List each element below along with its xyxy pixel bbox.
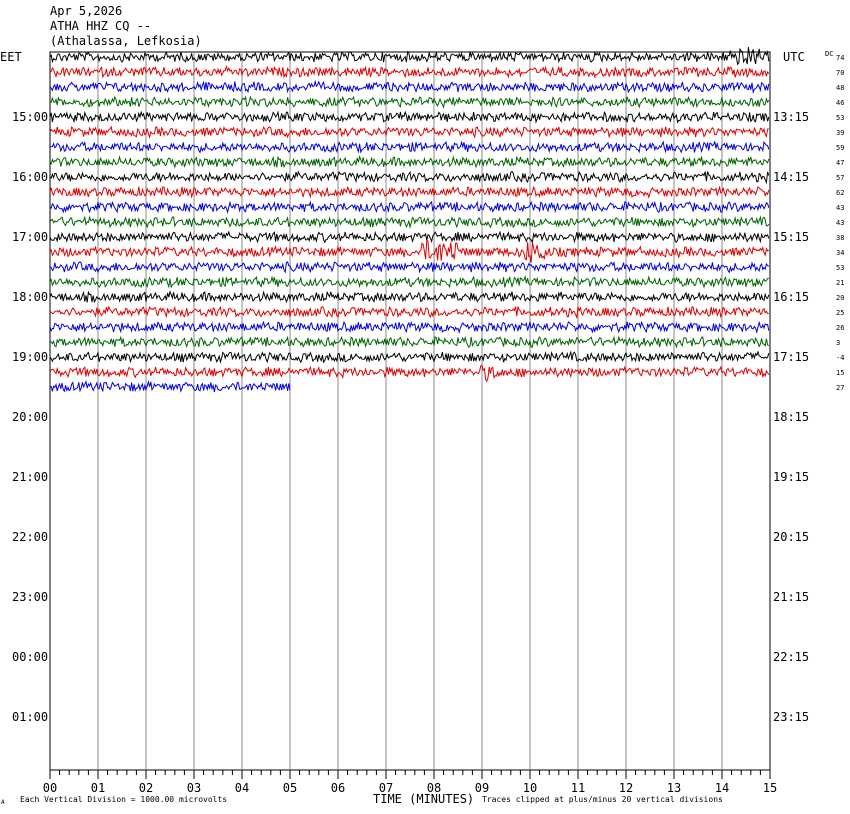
- x-tick-label: 12: [619, 781, 633, 795]
- x-tick-label: 04: [235, 781, 249, 795]
- x-tick-label: 15: [763, 781, 777, 795]
- dc-offset-label: 53: [836, 264, 844, 272]
- seismic-trace: [49, 125, 769, 139]
- x-tick-label: 02: [139, 781, 153, 795]
- right-time-label: 16:15: [773, 290, 809, 304]
- left-time-label: 00:00: [12, 650, 48, 664]
- dc-offset-label: 74: [836, 54, 844, 62]
- dc-offset-label: 53: [836, 114, 844, 122]
- seismic-trace: [49, 47, 770, 66]
- left-time-label: 16:00: [12, 170, 48, 184]
- left-time-label: 23:00: [12, 590, 48, 604]
- plot-grid: [49, 51, 771, 779]
- right-time-label: 14:15: [773, 170, 809, 184]
- x-tick-label: 06: [331, 781, 345, 795]
- dc-offset-label: 34: [836, 249, 844, 257]
- seismic-trace: [49, 335, 770, 349]
- left-time-label: 18:00: [12, 290, 48, 304]
- header-location: (Athalassa, Lefkosia): [50, 34, 202, 48]
- dc-offset-label: 27: [836, 384, 844, 392]
- seismic-trace: [49, 64, 770, 79]
- seismic-trace: [49, 379, 291, 393]
- seismic-trace: [49, 200, 770, 215]
- dc-offset-label: 43: [836, 219, 844, 227]
- right-time-label: 13:15: [773, 110, 809, 124]
- dc-offset-label: 46: [836, 99, 844, 107]
- x-tick-label: 08: [427, 781, 441, 795]
- left-time-label: 17:00: [12, 230, 48, 244]
- seismic-trace: [49, 320, 770, 335]
- right-time-label: 20:15: [773, 530, 809, 544]
- seismic-trace: [49, 239, 770, 263]
- dc-offset-label: 25: [836, 309, 844, 317]
- seismic-trace: [49, 79, 770, 95]
- x-tick-label: 00: [43, 781, 57, 795]
- left-time-label: 01:00: [12, 710, 48, 724]
- dc-offset-label: 15: [836, 369, 844, 377]
- clip-note: Traces clipped at plus/minus 20 vertical…: [482, 795, 723, 804]
- seismic-trace: [49, 110, 770, 124]
- x-tick-label: 11: [571, 781, 585, 795]
- seismic-trace: [49, 350, 770, 364]
- dc-offset-label: 21: [836, 279, 844, 287]
- dc-offset-label: 43: [836, 204, 844, 212]
- seismic-trace: [49, 155, 770, 169]
- axis-labels: 00 01 02 03 04 05 06 07 08 09 10 11 12 13 14 15 15:00 16:…: [12, 54, 844, 795]
- seismic-trace: [49, 95, 770, 109]
- x-tick-label: 09: [475, 781, 489, 795]
- x-tick-label: 13: [667, 781, 681, 795]
- right-timezone-label: UTC: [783, 50, 805, 64]
- dc-offset-label: 26: [836, 324, 844, 332]
- seismic-trace: [49, 290, 770, 304]
- dc-offset-label: 59: [836, 144, 844, 152]
- right-time-label: 17:15: [773, 350, 809, 364]
- seismic-trace: [49, 230, 770, 245]
- left-time-label: 21:00: [12, 470, 48, 484]
- right-time-label: 23:15: [773, 710, 809, 724]
- right-time-label: 18:15: [773, 410, 809, 424]
- left-time-label: 19:00: [12, 350, 48, 364]
- dc-offset-label: 20: [836, 294, 844, 302]
- x-tick-label: 07: [379, 781, 393, 795]
- seismic-trace: [49, 261, 770, 274]
- corner-mark: A: [1, 799, 5, 806]
- seismic-trace: [49, 215, 770, 229]
- dc-offset-label: 70: [836, 69, 844, 77]
- dc-label: DC: [825, 50, 833, 58]
- seismic-trace: [50, 305, 769, 320]
- dc-offset-label: 62: [836, 189, 844, 197]
- dc-offset-label: -4: [836, 354, 844, 362]
- header-station: ATHA HHZ CQ --: [50, 19, 152, 33]
- dc-offset-label: 47: [836, 159, 844, 167]
- seismic-trace: [49, 140, 770, 154]
- dc-offset-label: 38: [836, 234, 844, 242]
- plot-frame: [49, 51, 771, 771]
- right-time-label: 19:15: [773, 470, 809, 484]
- seismic-trace: [49, 185, 770, 199]
- left-timezone-label: EET: [0, 50, 22, 64]
- dc-offset-label: 3: [836, 339, 840, 347]
- x-axis-title: TIME (MINUTES): [373, 792, 474, 806]
- left-time-label: 22:00: [12, 530, 48, 544]
- x-tick-label: 14: [715, 781, 729, 795]
- x-tick-label: 01: [91, 781, 105, 795]
- right-time-label: 15:15: [773, 230, 809, 244]
- seismic-trace: [49, 275, 769, 289]
- right-time-label: 21:15: [773, 590, 809, 604]
- x-tick-label: 03: [187, 781, 201, 795]
- dc-offset-label: 39: [836, 129, 844, 137]
- seismic-trace: [49, 170, 770, 185]
- header-date: Apr 5,2026: [50, 4, 123, 18]
- left-time-label: 20:00: [12, 410, 48, 424]
- seismic-trace: [49, 364, 770, 383]
- x-tick-label: 10: [523, 781, 537, 795]
- right-time-label: 22:15: [773, 650, 809, 664]
- x-tick-label: 05: [283, 781, 297, 795]
- dc-offset-label: 57: [836, 174, 844, 182]
- left-time-label: 15:00: [12, 110, 48, 124]
- seismic-traces: [49, 47, 770, 393]
- scale-note: Each Vertical Division = 1000.00 microvo…: [20, 795, 227, 804]
- dc-offset-label: 48: [836, 84, 844, 92]
